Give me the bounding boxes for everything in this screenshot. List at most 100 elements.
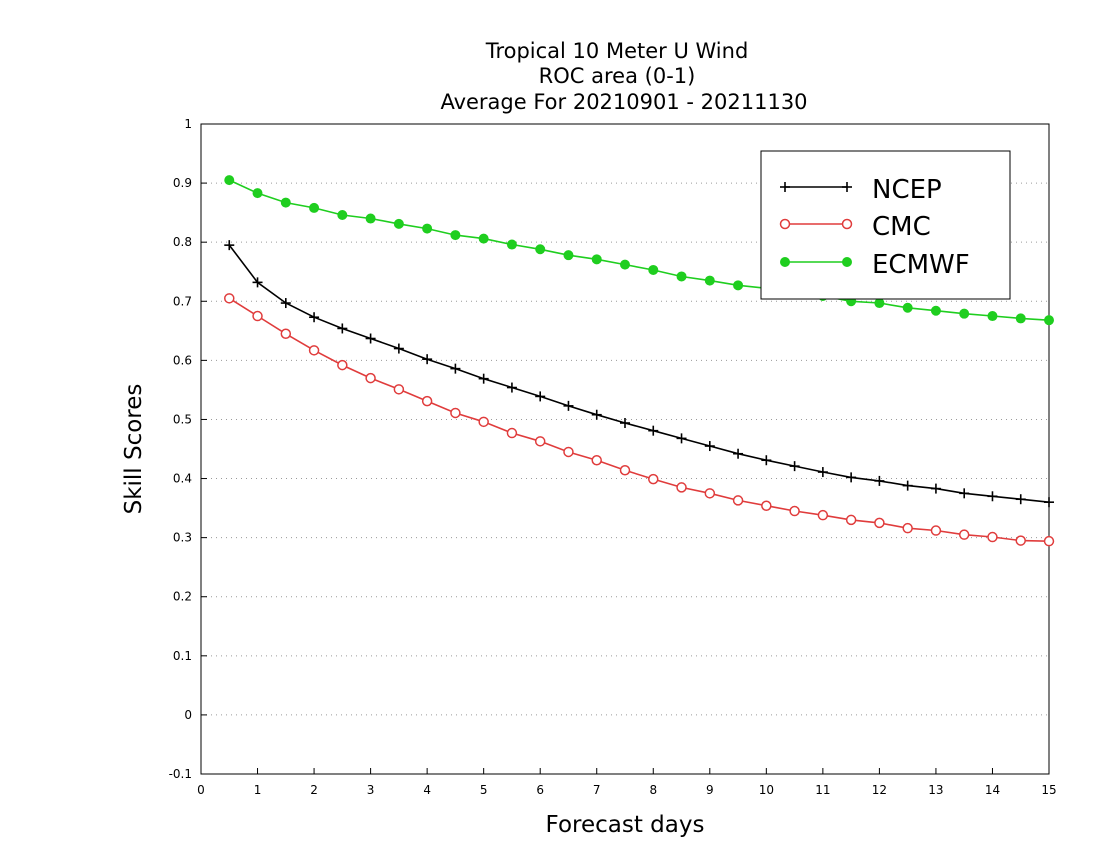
y-tick-label: 0.2	[173, 590, 192, 604]
data-point	[563, 250, 574, 261]
y-axis: -0.1 0 0.1 0.2 0.3 0.4 0.5 0.6 0.7 0.8 0.9 1	[169, 117, 207, 781]
data-point	[676, 482, 687, 493]
data-point	[563, 400, 574, 411]
data-point	[874, 517, 885, 529]
data-point	[506, 382, 517, 393]
data-point	[252, 188, 263, 199]
data-point	[930, 483, 941, 494]
data-point	[1044, 497, 1054, 508]
data-point	[846, 472, 857, 483]
data-point	[761, 455, 772, 466]
data-point	[704, 275, 715, 286]
legend-marker	[842, 182, 852, 192]
series-layer	[224, 175, 1055, 547]
data-point	[337, 210, 348, 220]
data-point	[676, 433, 687, 444]
legend-swatch-ncep	[780, 182, 852, 192]
data-point	[280, 298, 291, 309]
x-axis: 0 1 2 3 4 5 6 7 8 9 10 11 12 13 14 15	[197, 768, 1057, 797]
data-point	[732, 495, 744, 506]
data-point	[987, 531, 998, 543]
data-point	[620, 418, 630, 428]
data-point	[535, 391, 546, 402]
data-point	[761, 500, 772, 511]
y-tick-label: 0.6	[173, 353, 192, 367]
data-point	[224, 240, 235, 251]
data-point	[845, 514, 857, 526]
data-point	[959, 488, 970, 499]
y-tick-label: 0.1	[173, 649, 192, 663]
chart-title-line-3: Average For 20210901 - 20211130	[440, 90, 807, 114]
y-tick-label: 1	[184, 117, 192, 131]
data-point	[422, 354, 433, 365]
legend-marker	[842, 257, 852, 267]
legend-marker	[841, 218, 853, 230]
data-point	[365, 333, 376, 344]
series-ecmwf	[224, 175, 1054, 326]
legend-label-ecmwf: ECMWF	[872, 250, 970, 280]
data-point	[987, 491, 998, 502]
data-point	[620, 259, 630, 270]
data-point	[450, 407, 461, 419]
data-point	[648, 473, 659, 485]
x-tick-label: 3	[367, 783, 375, 797]
data-point	[365, 372, 376, 384]
data-point	[817, 509, 829, 521]
data-point	[422, 223, 433, 234]
data-point	[450, 363, 461, 374]
legend: NCEP CMC ECMWF	[760, 150, 1011, 300]
data-point	[676, 271, 687, 282]
data-point	[393, 343, 404, 354]
data-point	[535, 244, 546, 255]
x-tick-label: 13	[928, 783, 943, 797]
legend-box	[760, 150, 1011, 300]
x-tick-label: 15	[1041, 783, 1056, 797]
data-point	[789, 505, 800, 517]
data-point	[1015, 535, 1026, 546]
y-tick-label: 0.5	[173, 412, 192, 426]
data-point	[591, 409, 602, 420]
x-tick-label: 7	[593, 783, 601, 797]
x-tick-label: 12	[872, 783, 887, 797]
data-point	[393, 218, 404, 229]
data-point	[902, 480, 913, 491]
x-tick-label: 8	[649, 783, 657, 797]
x-tick-label: 14	[985, 783, 1000, 797]
legend-swatch-ecmwf	[780, 257, 852, 267]
data-point	[506, 239, 517, 250]
chart-title-line-2: ROC area (0-1)	[539, 64, 696, 88]
legend-marker	[780, 182, 790, 192]
chart-title-line-1: Tropical 10 Meter U Wind	[485, 39, 749, 63]
data-point	[478, 416, 489, 428]
data-point	[874, 298, 885, 309]
data-point	[365, 213, 376, 224]
data-point	[591, 254, 602, 265]
data-point	[506, 427, 518, 439]
data-point	[930, 525, 942, 536]
legend-swatch-cmc	[779, 218, 853, 230]
data-point	[959, 308, 970, 319]
data-point	[393, 384, 405, 395]
data-point	[1044, 315, 1054, 326]
x-axis-label: Forecast days	[546, 812, 705, 838]
data-point	[280, 197, 291, 208]
data-point	[450, 230, 461, 241]
legend-label-cmc: CMC	[872, 212, 931, 242]
data-point	[224, 293, 235, 304]
data-point	[902, 522, 913, 534]
data-point	[987, 311, 998, 322]
series-cmc	[224, 293, 1055, 547]
data-point	[619, 465, 631, 476]
y-tick-label: 0.9	[173, 176, 192, 190]
data-point	[478, 233, 489, 244]
x-tick-label: 10	[759, 783, 774, 797]
y-tick-label: 0	[184, 708, 192, 722]
data-point	[280, 328, 292, 340]
data-point	[704, 441, 715, 452]
legend-marker	[779, 218, 791, 230]
data-point	[648, 425, 659, 436]
data-point	[874, 475, 885, 486]
x-tick-label: 1	[254, 783, 262, 797]
y-tick-label: -0.1	[169, 767, 192, 781]
